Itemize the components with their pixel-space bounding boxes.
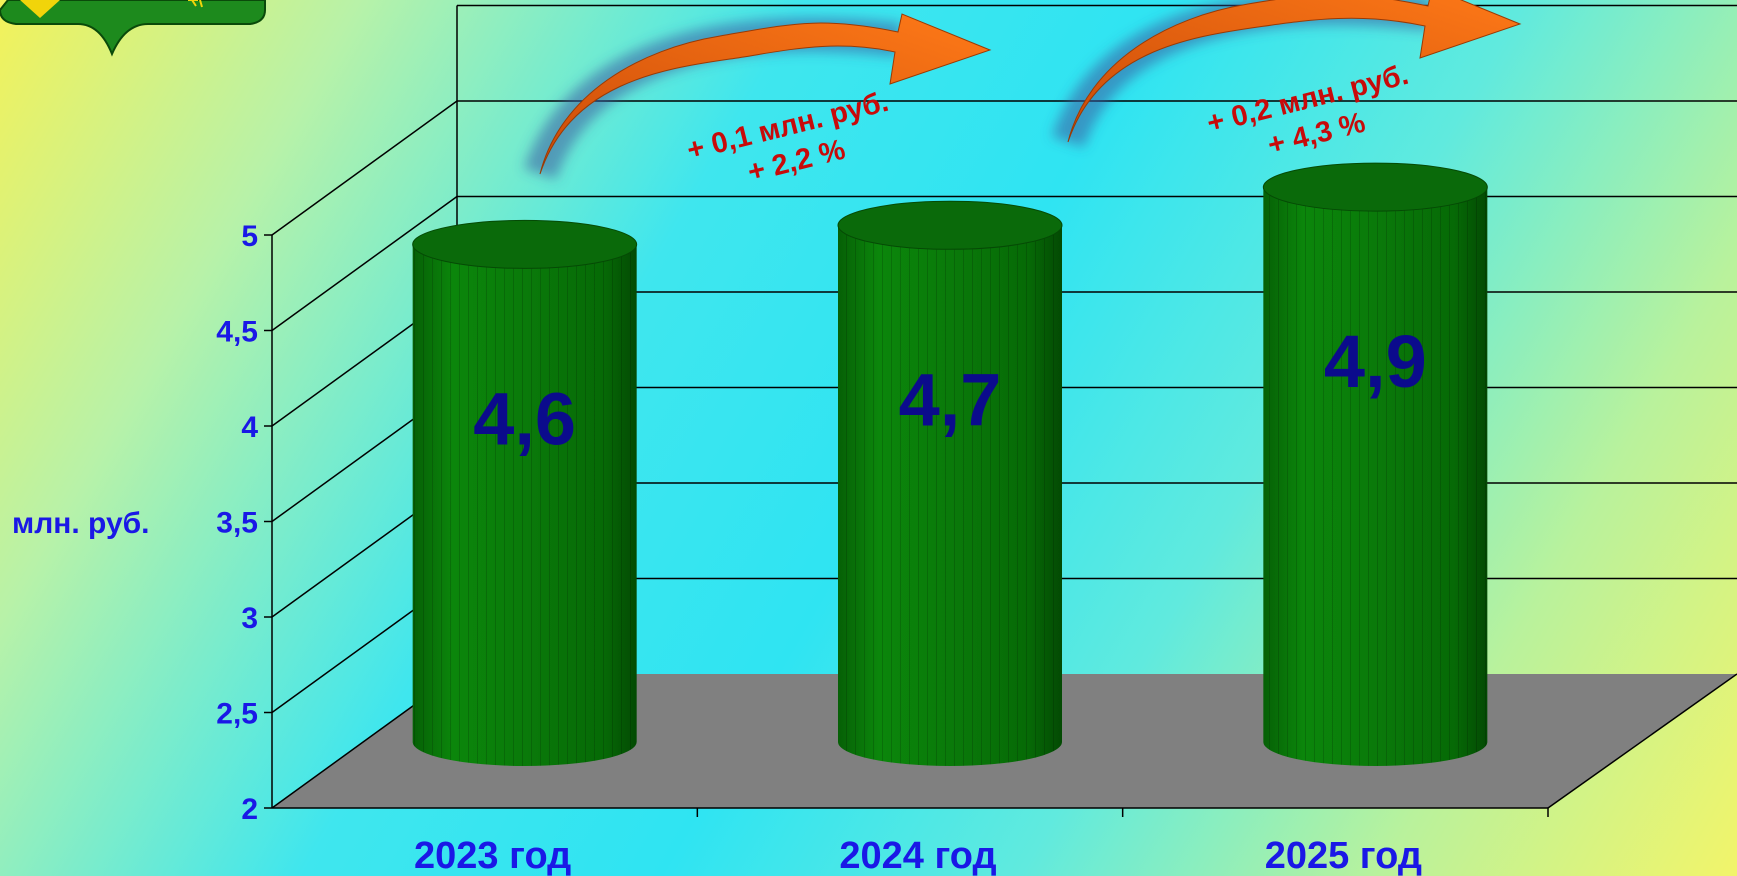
- emblem-sun-detail-icon: [20, 0, 60, 18]
- side-gridline: [271, 195, 458, 332]
- value-label: 4,9: [1324, 320, 1427, 403]
- y-tick-label: 2,5: [216, 698, 258, 731]
- y-tick-label: 3,5: [216, 507, 258, 540]
- emblem-shield-icon: [0, 0, 266, 57]
- x-tick-label: 2023 год: [414, 835, 571, 876]
- bar-top: [1262, 162, 1488, 212]
- growth-annotation: + 0,2 млн. руб.+ 4,3 %: [1051, 0, 1522, 162]
- y-axis-label: млн. руб.: [12, 507, 150, 540]
- bar: [1262, 162, 1488, 767]
- x-tick-label: 2024 год: [839, 835, 996, 876]
- bar-ribs: [1263, 187, 1488, 767]
- x-tick-label: 2025 год: [1265, 835, 1422, 876]
- y-tick-label: 4: [241, 411, 258, 444]
- y-tick-label: 5: [241, 220, 258, 253]
- bar-ribs: [412, 244, 637, 766]
- emblem-logo: [0, 0, 266, 57]
- value-label: 4,6: [473, 377, 576, 460]
- bar: [412, 219, 638, 766]
- emblem-rays-icon: [188, 0, 203, 8]
- curved-arrow-icon: [1067, 0, 1522, 143]
- growth-annotation: + 0,1 млн. руб.+ 2,2 %: [523, 13, 992, 189]
- curved-arrow-icon: [539, 13, 992, 175]
- value-label: 4,7: [899, 358, 1002, 441]
- bar-top: [412, 219, 638, 269]
- floor-edge: [1547, 673, 1737, 809]
- y-tick-label: 2: [241, 793, 258, 826]
- bar-ribs: [838, 225, 1062, 767]
- bar: [837, 200, 1063, 767]
- side-gridline: [271, 100, 458, 236]
- y-tick-label: 3: [241, 602, 258, 635]
- y-tick-label: 4,5: [216, 316, 258, 349]
- bar-top: [837, 200, 1063, 250]
